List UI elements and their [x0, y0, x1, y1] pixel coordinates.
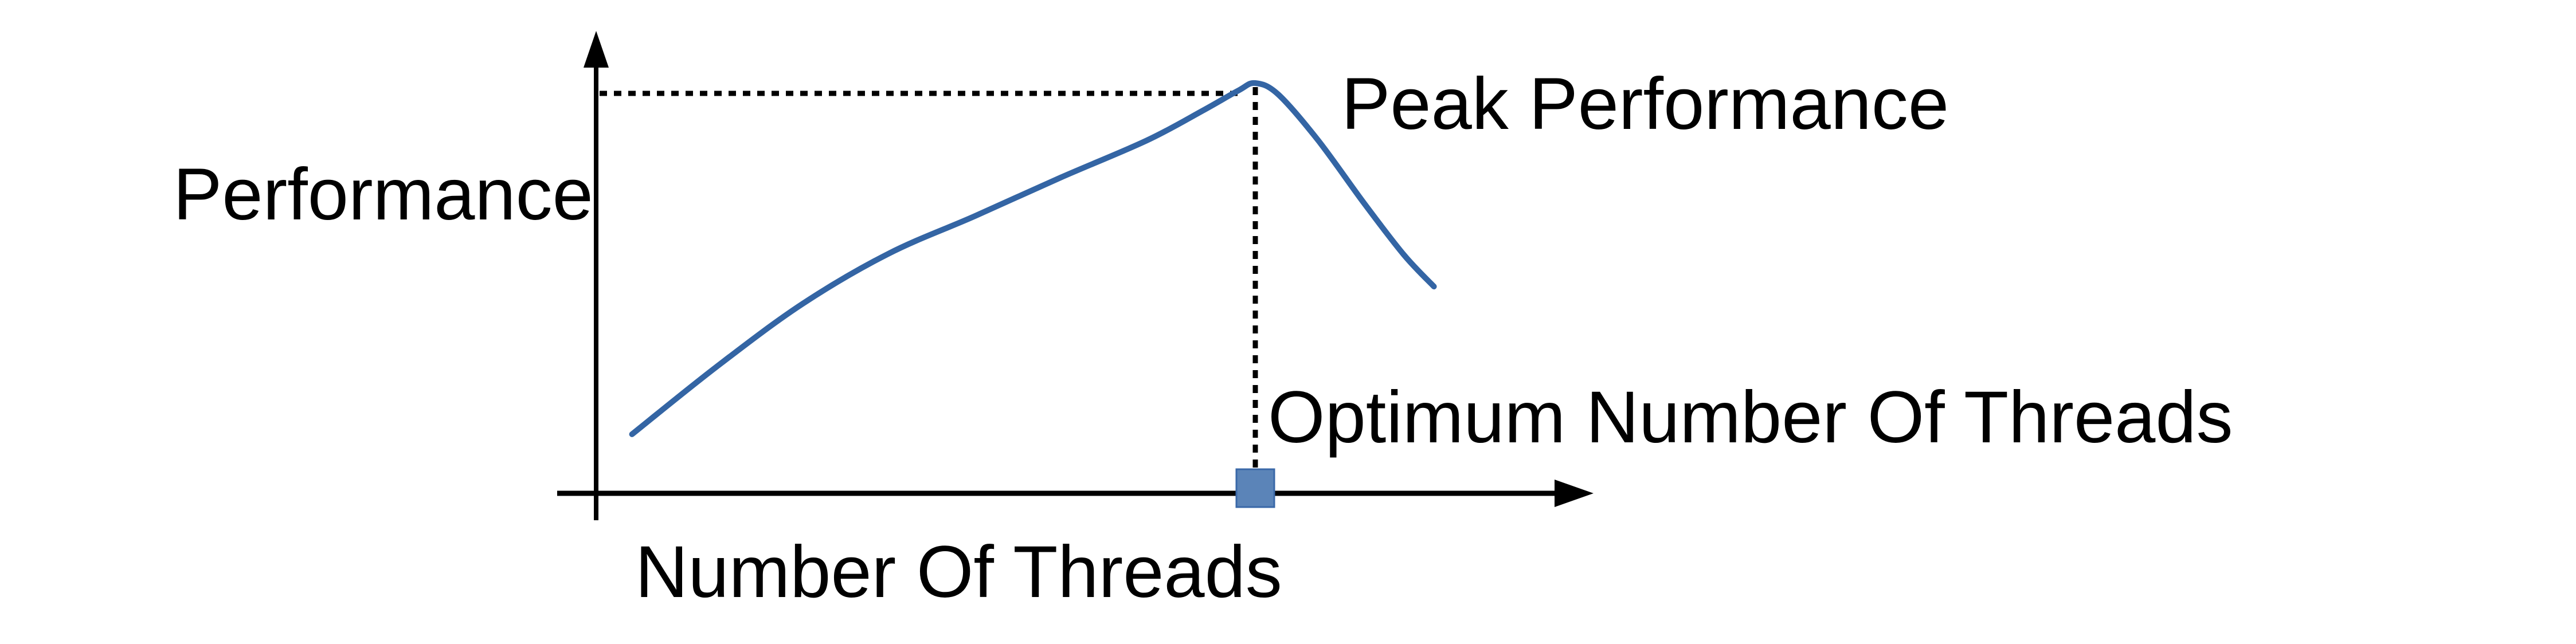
optimum-threads-annotation: Optimum Number Of Threads: [1268, 376, 2233, 458]
optimum-marker: [1235, 468, 1275, 508]
performance-curve: [629, 80, 1437, 437]
x-axis-arrowhead: [1555, 480, 1594, 507]
peak-performance-annotation: Peak Performance: [1341, 63, 1949, 145]
y-axis-arrowhead: [584, 31, 609, 68]
x-axis-label: Number Of Threads: [635, 531, 1282, 613]
y-axis-label: Performance: [173, 154, 593, 235]
